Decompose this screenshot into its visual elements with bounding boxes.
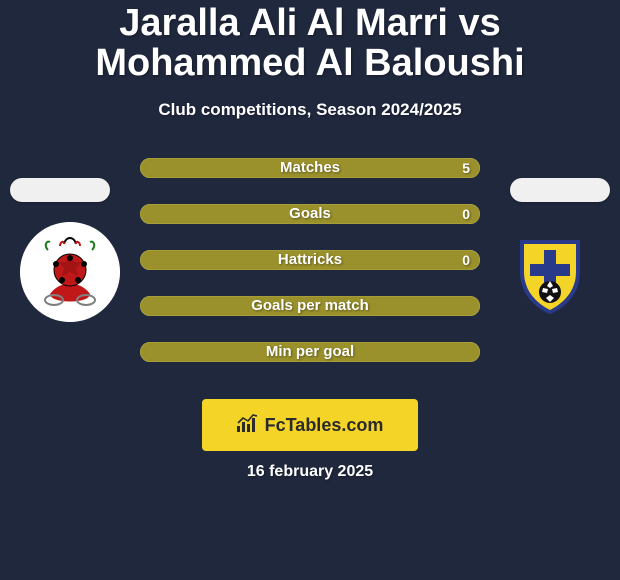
page-title: Jaralla Ali Al Marri vs Mohammed Al Balo… bbox=[0, 4, 620, 84]
stat-label: Min per goal bbox=[266, 343, 354, 360]
stat-label: Hattricks bbox=[278, 251, 342, 268]
watermark-text: FcTables.com bbox=[265, 415, 384, 436]
stat-value-right: 5 bbox=[462, 160, 470, 176]
chart-icon bbox=[237, 414, 259, 437]
stat-rows: Matches 5 Goals 0 Hattricks 0 Goals per match M… bbox=[140, 158, 480, 362]
date-label: 16 february 2025 bbox=[247, 463, 373, 481]
stats-arena: Matches 5 Goals 0 Hattricks 0 Goals per match M… bbox=[0, 158, 620, 388]
stat-row: Matches 5 bbox=[140, 158, 480, 178]
content: Jaralla Ali Al Marri vs Mohammed Al Balo… bbox=[0, 0, 620, 580]
stat-value-right: 0 bbox=[462, 206, 470, 222]
stat-row: Hattricks 0 bbox=[140, 250, 480, 270]
stat-label: Goals per match bbox=[251, 297, 369, 314]
subtitle: Club competitions, Season 2024/2025 bbox=[0, 100, 620, 120]
stat-row: Goals 0 bbox=[140, 204, 480, 224]
stat-label: Goals bbox=[289, 205, 331, 222]
stat-label: Matches bbox=[280, 159, 340, 176]
watermark: FcTables.com bbox=[202, 399, 418, 451]
stat-value-right: 0 bbox=[462, 252, 470, 268]
stat-row: Min per goal bbox=[140, 342, 480, 362]
stat-row: Goals per match bbox=[140, 296, 480, 316]
